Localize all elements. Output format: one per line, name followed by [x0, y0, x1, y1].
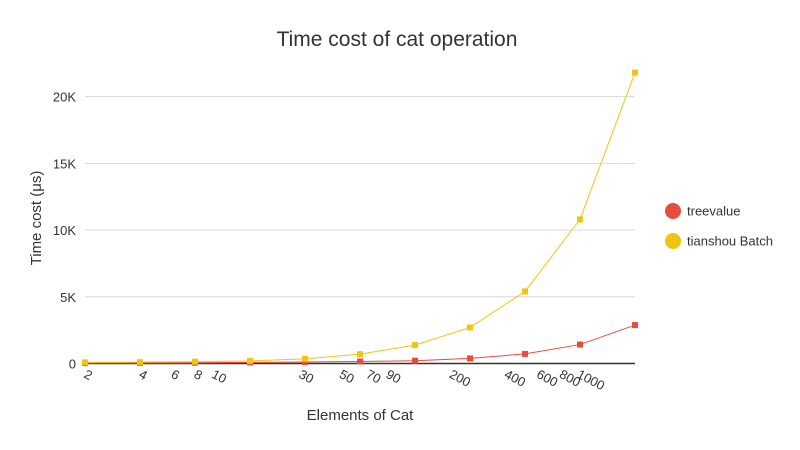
data-point [467, 355, 473, 362]
data-point [577, 341, 583, 348]
data-point [632, 69, 638, 76]
data-point [357, 351, 363, 358]
x-axis-label: Elements of Cat [307, 407, 415, 424]
data-point [412, 342, 418, 349]
legend-marker [665, 203, 681, 219]
y-tick-label: 15K [53, 156, 76, 171]
y-tick-label: 20K [53, 90, 76, 105]
data-point [412, 357, 418, 364]
legend-marker [665, 233, 681, 249]
x-tick-label: 600 [534, 366, 560, 389]
y-tick-label: 10K [53, 223, 76, 238]
x-tick-label: 10 [209, 366, 229, 386]
data-point [302, 355, 308, 362]
data-point [467, 324, 473, 331]
x-tick-label: 1000 [575, 366, 608, 393]
x-tick-label: 200 [447, 366, 473, 389]
data-point [247, 357, 253, 364]
y-tick-label: 0 [69, 357, 76, 372]
x-tick-label: 400 [502, 366, 528, 389]
y-tick-label: 5K [60, 290, 76, 305]
data-point [522, 350, 528, 357]
legend-label: tianshou Batch [687, 234, 773, 249]
x-tick-label: 70 [364, 366, 384, 386]
data-point [137, 359, 143, 366]
x-tick-label: 8 [192, 366, 205, 383]
x-tick-label: 50 [337, 366, 357, 386]
data-point [522, 288, 528, 295]
chart-title: Time cost of cat operation [277, 28, 518, 51]
series-line [84, 72, 636, 363]
legend-label: treevalue [687, 204, 740, 219]
x-tick-label: 30 [296, 366, 316, 386]
x-tick-label: 6 [169, 366, 182, 383]
data-point [82, 359, 88, 366]
y-axis-label: Time cost (μs) [28, 171, 45, 266]
x-tick-label: 2 [82, 366, 95, 383]
x-tick-label: 4 [137, 366, 150, 383]
series-line [84, 324, 636, 364]
data-point [302, 359, 308, 366]
data-point [357, 358, 363, 365]
data-point [632, 322, 638, 329]
x-tick-label: 90 [384, 366, 404, 386]
data-point [577, 216, 583, 223]
data-point [192, 358, 198, 365]
